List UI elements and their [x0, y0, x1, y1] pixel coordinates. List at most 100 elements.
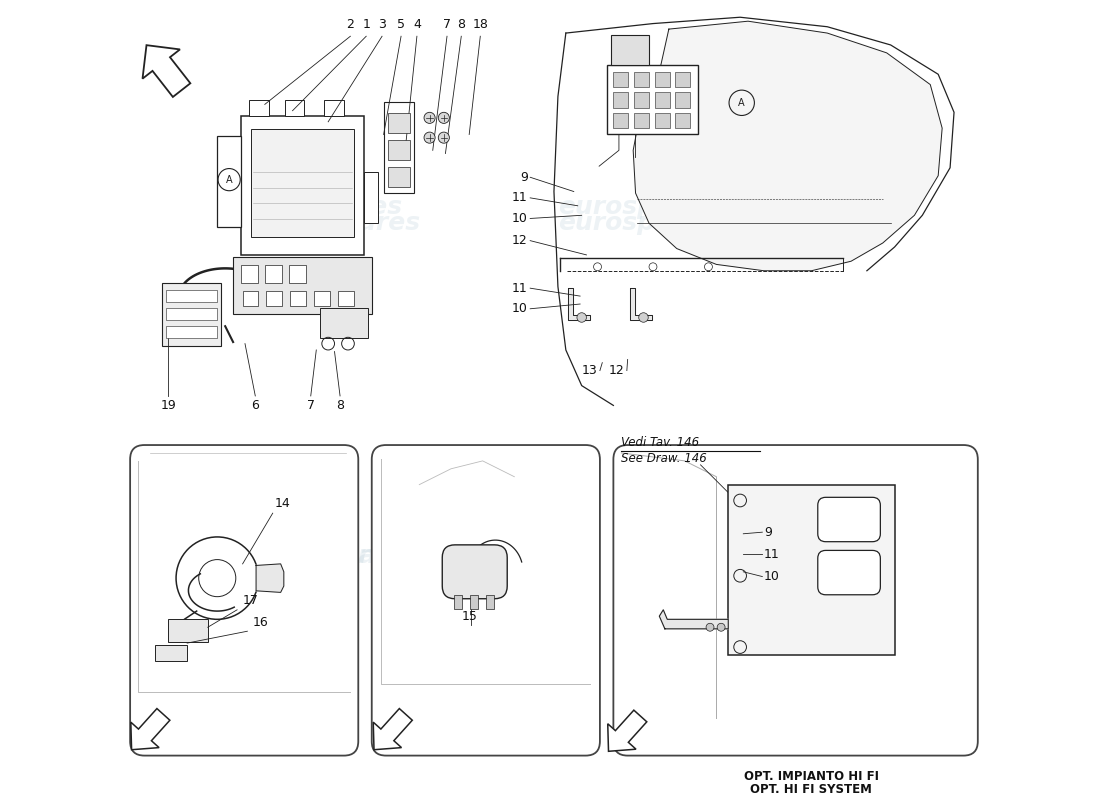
Text: 12: 12	[608, 364, 625, 377]
Text: 3: 3	[378, 18, 386, 31]
FancyBboxPatch shape	[675, 72, 690, 87]
FancyBboxPatch shape	[288, 266, 306, 282]
Text: 14: 14	[275, 497, 290, 510]
Polygon shape	[607, 710, 647, 751]
Polygon shape	[634, 21, 943, 270]
Polygon shape	[131, 709, 169, 750]
Text: 10: 10	[763, 570, 780, 583]
Text: 9: 9	[763, 526, 772, 538]
FancyBboxPatch shape	[610, 34, 649, 65]
FancyBboxPatch shape	[614, 72, 628, 87]
FancyBboxPatch shape	[155, 645, 187, 661]
FancyBboxPatch shape	[675, 113, 690, 128]
Text: A: A	[226, 174, 232, 185]
Circle shape	[639, 313, 648, 322]
Circle shape	[717, 623, 725, 631]
Text: eurospares: eurospares	[262, 544, 420, 568]
Text: 11: 11	[763, 548, 780, 561]
FancyBboxPatch shape	[654, 113, 670, 128]
FancyBboxPatch shape	[364, 172, 378, 223]
FancyBboxPatch shape	[654, 72, 670, 87]
FancyBboxPatch shape	[442, 545, 507, 598]
FancyBboxPatch shape	[384, 102, 414, 193]
Text: 8: 8	[337, 399, 344, 412]
FancyBboxPatch shape	[166, 290, 218, 302]
Text: 11: 11	[513, 282, 528, 294]
Polygon shape	[659, 610, 728, 629]
Text: 9: 9	[520, 170, 528, 184]
Text: 12: 12	[513, 234, 528, 247]
Text: 13: 13	[582, 364, 597, 377]
FancyBboxPatch shape	[241, 266, 258, 282]
Text: A: A	[738, 98, 745, 108]
Text: 15: 15	[461, 610, 477, 623]
FancyBboxPatch shape	[387, 140, 410, 160]
FancyBboxPatch shape	[614, 113, 628, 128]
Text: eurospares: eurospares	[262, 211, 420, 235]
FancyBboxPatch shape	[166, 308, 218, 320]
FancyBboxPatch shape	[817, 498, 880, 542]
FancyBboxPatch shape	[387, 167, 410, 186]
Text: eurospares: eurospares	[646, 544, 803, 568]
FancyBboxPatch shape	[486, 594, 494, 609]
FancyBboxPatch shape	[241, 116, 364, 255]
FancyBboxPatch shape	[265, 266, 283, 282]
Text: 19: 19	[161, 399, 176, 412]
FancyBboxPatch shape	[728, 485, 894, 655]
FancyBboxPatch shape	[817, 550, 880, 594]
Circle shape	[438, 132, 450, 143]
FancyBboxPatch shape	[290, 290, 306, 306]
Text: OPT. HI FI SYSTEM: OPT. HI FI SYSTEM	[750, 783, 872, 796]
Text: eurospares: eurospares	[244, 544, 403, 568]
Text: eurospares: eurospares	[244, 195, 403, 219]
Text: eurospares: eurospares	[558, 211, 716, 235]
FancyBboxPatch shape	[285, 101, 305, 116]
FancyBboxPatch shape	[387, 113, 410, 133]
Text: eurospares: eurospares	[558, 195, 716, 219]
Text: 18: 18	[472, 18, 488, 31]
Text: 4: 4	[412, 18, 421, 31]
FancyBboxPatch shape	[130, 445, 359, 755]
FancyBboxPatch shape	[634, 72, 649, 87]
Text: eurospares: eurospares	[646, 544, 803, 568]
Circle shape	[438, 112, 450, 123]
FancyBboxPatch shape	[454, 594, 462, 609]
Polygon shape	[373, 709, 412, 750]
FancyBboxPatch shape	[470, 594, 477, 609]
FancyBboxPatch shape	[251, 129, 353, 238]
FancyBboxPatch shape	[372, 445, 600, 755]
FancyBboxPatch shape	[324, 101, 344, 116]
Polygon shape	[569, 288, 591, 320]
FancyBboxPatch shape	[249, 101, 268, 116]
FancyBboxPatch shape	[266, 290, 283, 306]
FancyBboxPatch shape	[654, 93, 670, 107]
Polygon shape	[256, 564, 284, 592]
Text: OPT. IMPIANTO HI FI: OPT. IMPIANTO HI FI	[744, 770, 879, 783]
Text: 10: 10	[512, 302, 528, 315]
FancyBboxPatch shape	[634, 93, 649, 107]
Text: See Draw. 146: See Draw. 146	[621, 452, 707, 465]
Text: 1: 1	[362, 18, 370, 31]
Polygon shape	[630, 288, 652, 320]
FancyBboxPatch shape	[218, 136, 241, 227]
FancyBboxPatch shape	[243, 290, 258, 306]
Text: 5: 5	[397, 18, 405, 31]
Circle shape	[706, 623, 714, 631]
FancyBboxPatch shape	[233, 258, 372, 314]
FancyBboxPatch shape	[162, 282, 221, 346]
FancyBboxPatch shape	[634, 113, 649, 128]
Text: 7: 7	[307, 399, 315, 412]
Text: 11: 11	[513, 191, 528, 204]
Circle shape	[424, 132, 436, 143]
Text: 16: 16	[253, 616, 268, 629]
Text: 8: 8	[458, 18, 465, 31]
FancyBboxPatch shape	[166, 326, 218, 338]
Circle shape	[424, 112, 436, 123]
FancyBboxPatch shape	[675, 93, 690, 107]
FancyBboxPatch shape	[168, 619, 208, 642]
Circle shape	[576, 313, 586, 322]
Text: 7: 7	[443, 18, 451, 31]
FancyBboxPatch shape	[607, 65, 698, 134]
Text: 17: 17	[243, 594, 258, 607]
Text: 6: 6	[252, 399, 260, 412]
